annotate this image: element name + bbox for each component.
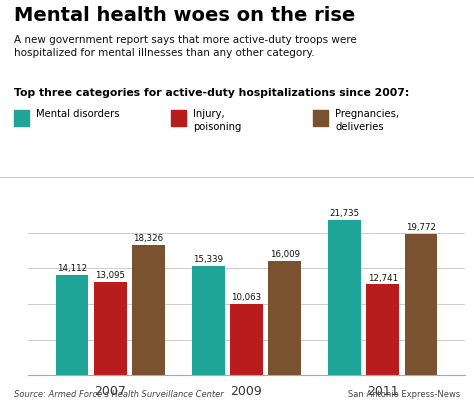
- Bar: [132, 244, 165, 375]
- Text: Injury,
poisoning: Injury, poisoning: [193, 109, 241, 132]
- Bar: [268, 261, 301, 375]
- Text: 15,339: 15,339: [193, 255, 223, 264]
- Text: A new government report says that more active-duty troops were
hospitalized for : A new government report says that more a…: [14, 35, 357, 58]
- Bar: [404, 234, 437, 375]
- Bar: [366, 284, 399, 375]
- Text: 16,009: 16,009: [270, 250, 300, 259]
- Text: Source: Armed Force's Health Surveillance Center: Source: Armed Force's Health Surveillanc…: [14, 390, 224, 399]
- Text: 21,735: 21,735: [329, 209, 360, 218]
- Text: 10,063: 10,063: [231, 293, 262, 302]
- Text: Pregnancies,
deliveries: Pregnancies, deliveries: [335, 109, 399, 132]
- Text: 14,112: 14,112: [57, 264, 87, 273]
- Text: 19,772: 19,772: [406, 224, 436, 233]
- Text: Mental disorders: Mental disorders: [36, 109, 120, 120]
- Bar: [192, 266, 225, 375]
- Text: Top three categories for active-duty hospitalizations since 2007:: Top three categories for active-duty hos…: [14, 88, 410, 98]
- Text: San Antonio Express-News: San Antonio Express-News: [347, 390, 460, 399]
- Text: Mental health woes on the rise: Mental health woes on the rise: [14, 6, 356, 25]
- Text: 12,741: 12,741: [368, 274, 398, 283]
- Bar: [94, 282, 127, 375]
- Bar: [230, 304, 263, 375]
- Bar: [56, 275, 88, 375]
- Text: 13,095: 13,095: [95, 271, 125, 280]
- Text: 18,326: 18,326: [133, 234, 164, 243]
- Bar: [328, 220, 361, 375]
